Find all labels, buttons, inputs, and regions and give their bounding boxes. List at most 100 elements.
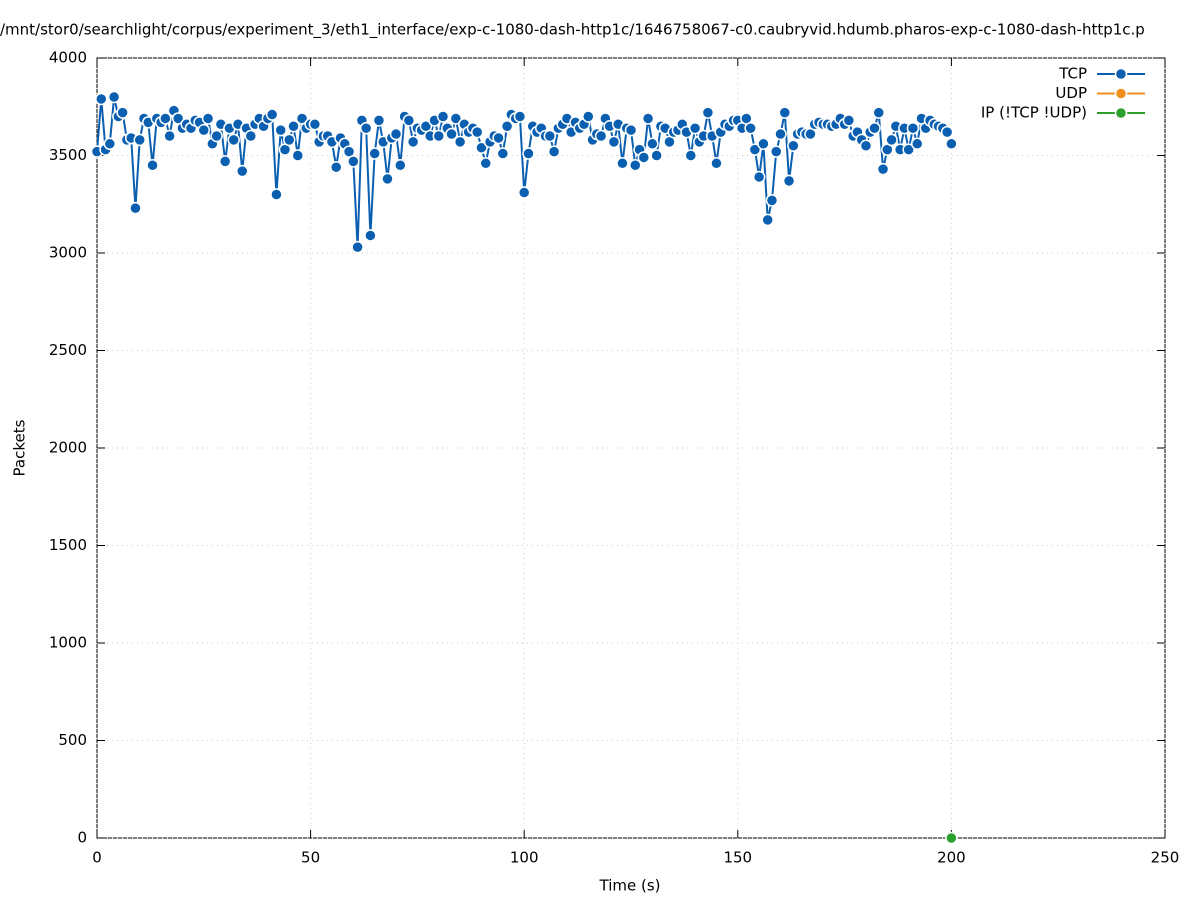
data-point xyxy=(910,137,924,151)
data-point xyxy=(265,108,279,121)
legend-label: TCP xyxy=(1058,65,1087,83)
data-point xyxy=(765,194,779,207)
data-point xyxy=(522,147,535,160)
data-point xyxy=(282,133,296,147)
data-point xyxy=(701,106,715,119)
data-point xyxy=(432,129,446,143)
data-point xyxy=(787,139,800,152)
data-point xyxy=(274,123,287,137)
data-point xyxy=(885,133,898,147)
data-point xyxy=(650,149,663,162)
data-point xyxy=(629,159,642,172)
legend-marker xyxy=(1114,87,1128,100)
data-point xyxy=(744,121,757,135)
data-point xyxy=(500,120,514,133)
y-tick-label: 0 xyxy=(77,829,87,847)
y-tick-label: 2000 xyxy=(49,439,87,457)
data-point xyxy=(641,112,655,125)
data-point xyxy=(945,137,958,151)
data-point xyxy=(616,157,629,170)
data-point xyxy=(389,127,403,141)
data-point xyxy=(868,121,881,135)
data-point xyxy=(372,114,386,127)
y-tick-label: 1000 xyxy=(49,634,87,652)
legend-label: IP (!TCP !UDP) xyxy=(981,104,1087,122)
data-point xyxy=(449,112,463,125)
data-point xyxy=(227,133,240,147)
data-point xyxy=(761,213,774,227)
y-axis-label: Packets xyxy=(11,419,29,476)
data-point xyxy=(876,162,890,176)
data-point xyxy=(513,110,527,123)
data-point xyxy=(129,201,142,215)
data-point xyxy=(752,170,766,184)
x-tick-label: 50 xyxy=(301,849,320,867)
y-tick-label: 1500 xyxy=(49,536,87,554)
data-point xyxy=(945,831,958,845)
data-point xyxy=(364,229,377,242)
data-point xyxy=(543,129,557,143)
data-point xyxy=(774,127,787,141)
data-point xyxy=(146,159,159,172)
x-tick-label: 0 xyxy=(92,849,102,867)
data-point xyxy=(607,135,621,149)
data-point xyxy=(594,129,608,143)
data-point xyxy=(235,164,249,178)
data-point xyxy=(218,155,232,168)
data-point xyxy=(359,121,373,135)
data-point xyxy=(859,139,873,152)
data-point xyxy=(475,141,488,154)
data-point xyxy=(107,90,121,104)
data-point xyxy=(637,151,651,164)
data-point xyxy=(436,110,450,123)
y-tick-label: 3500 xyxy=(49,146,87,164)
data-point xyxy=(116,106,129,119)
data-point xyxy=(902,143,915,156)
data-point xyxy=(394,159,407,172)
y-tick-label: 3000 xyxy=(49,244,87,262)
data-point xyxy=(940,125,954,139)
data-point xyxy=(368,147,381,160)
data-point xyxy=(210,129,223,143)
data-point xyxy=(842,114,856,127)
x-tick-label: 150 xyxy=(723,849,752,867)
data-point xyxy=(159,112,172,125)
x-tick-label: 200 xyxy=(937,849,966,867)
data-point xyxy=(748,143,762,156)
legend-label: UDP xyxy=(1055,84,1087,102)
data-point xyxy=(133,133,146,147)
data-point xyxy=(684,149,698,162)
x-tick-label: 100 xyxy=(510,849,539,867)
data-point xyxy=(757,137,770,151)
x-axis-label: Time (s) xyxy=(599,877,661,895)
data-point xyxy=(517,186,531,199)
data-point xyxy=(906,121,920,135)
data-point xyxy=(308,118,322,131)
data-point xyxy=(347,155,360,168)
data-point xyxy=(624,123,638,137)
data-point xyxy=(769,145,783,158)
data-point xyxy=(496,147,510,160)
data-point xyxy=(782,174,796,188)
data-point xyxy=(470,125,484,139)
data-point xyxy=(547,145,561,158)
data-point xyxy=(492,131,505,145)
y-tick-label: 500 xyxy=(58,731,87,749)
data-point xyxy=(381,172,394,186)
data-point xyxy=(582,110,595,123)
y-tick-label: 2500 xyxy=(49,341,87,359)
data-point xyxy=(95,92,108,106)
data-point xyxy=(270,188,283,201)
data-point xyxy=(287,120,300,133)
data-point xyxy=(351,240,364,254)
legend-marker xyxy=(1114,106,1128,120)
data-point xyxy=(197,123,211,137)
data-point xyxy=(402,114,416,127)
y-tick-label: 4000 xyxy=(49,49,87,67)
data-point xyxy=(201,112,215,125)
data-point xyxy=(646,137,659,151)
data-point xyxy=(445,127,458,141)
data-point xyxy=(778,106,792,119)
data-point xyxy=(244,129,258,143)
